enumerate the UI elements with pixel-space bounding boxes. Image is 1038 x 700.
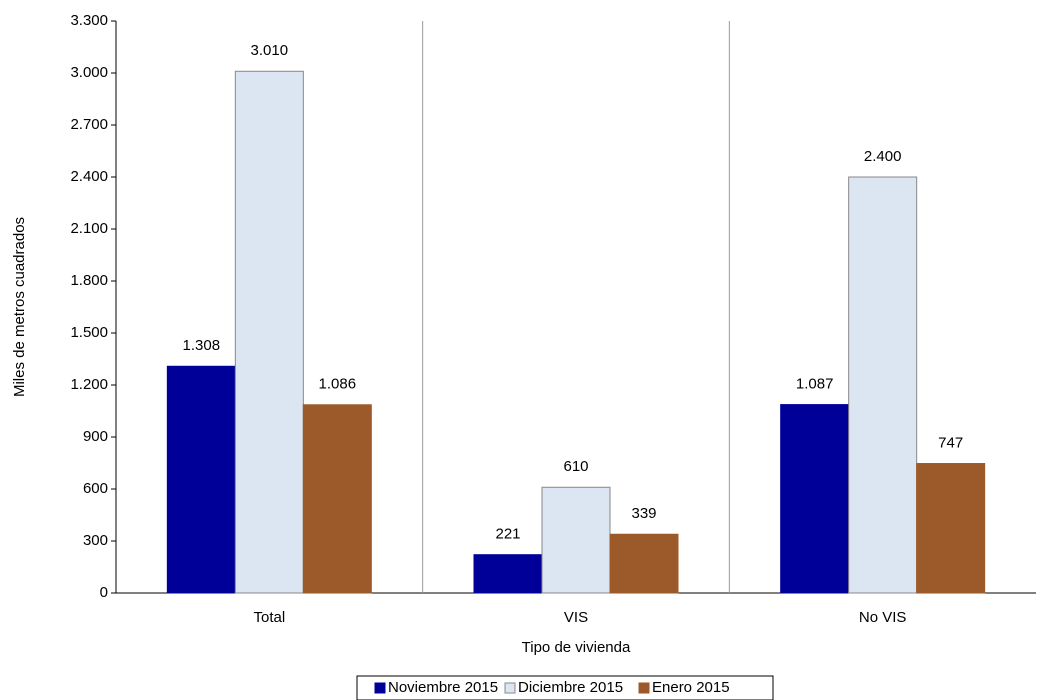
legend-label: Noviembre 2015	[388, 679, 498, 696]
y-tick-label: 600	[83, 480, 108, 497]
bar	[780, 404, 850, 594]
y-tick-label: 1.800	[70, 272, 108, 289]
x-tick-label: Total	[253, 609, 285, 626]
y-tick-label: 3.300	[70, 12, 108, 29]
data-label: 2.400	[864, 148, 902, 165]
y-tick-label: 0	[100, 584, 108, 601]
data-label: 747	[938, 434, 963, 451]
legend-swatch	[374, 682, 386, 694]
bar	[609, 533, 679, 594]
y-tick-label: 2.700	[70, 116, 108, 133]
y-tick-label: 300	[83, 532, 108, 549]
y-tick-label: 2.400	[70, 168, 108, 185]
legend-swatch	[638, 682, 650, 694]
y-tick-label: 1.500	[70, 324, 108, 341]
data-label: 1.087	[796, 376, 834, 393]
y-axis-label: Miles de metros cuadrados	[11, 217, 28, 397]
bar	[166, 365, 236, 594]
bar	[541, 486, 611, 594]
data-label: 339	[631, 505, 656, 522]
bar	[916, 463, 986, 594]
data-label: 1.308	[183, 337, 221, 354]
y-tick-label: 3.000	[70, 64, 108, 81]
legend-box	[356, 675, 774, 700]
legend-label: Enero 2015	[652, 679, 730, 696]
x-tick-label: VIS	[564, 609, 588, 626]
legend-swatch	[504, 682, 516, 694]
data-label: 1.086	[319, 376, 357, 393]
y-tick-label: 900	[83, 428, 108, 445]
data-label: 3.010	[251, 42, 289, 59]
data-label: 221	[495, 526, 520, 543]
x-tick-label: No VIS	[859, 609, 907, 626]
legend-label: Diciembre 2015	[518, 679, 623, 696]
y-tick-label: 1.200	[70, 376, 108, 393]
data-label: 610	[563, 458, 588, 475]
bar	[234, 70, 304, 594]
bar	[848, 176, 918, 594]
bar	[302, 404, 372, 594]
bar	[473, 554, 543, 594]
y-tick-label: 2.100	[70, 220, 108, 237]
x-axis-label: Tipo de vivienda	[522, 639, 631, 656]
